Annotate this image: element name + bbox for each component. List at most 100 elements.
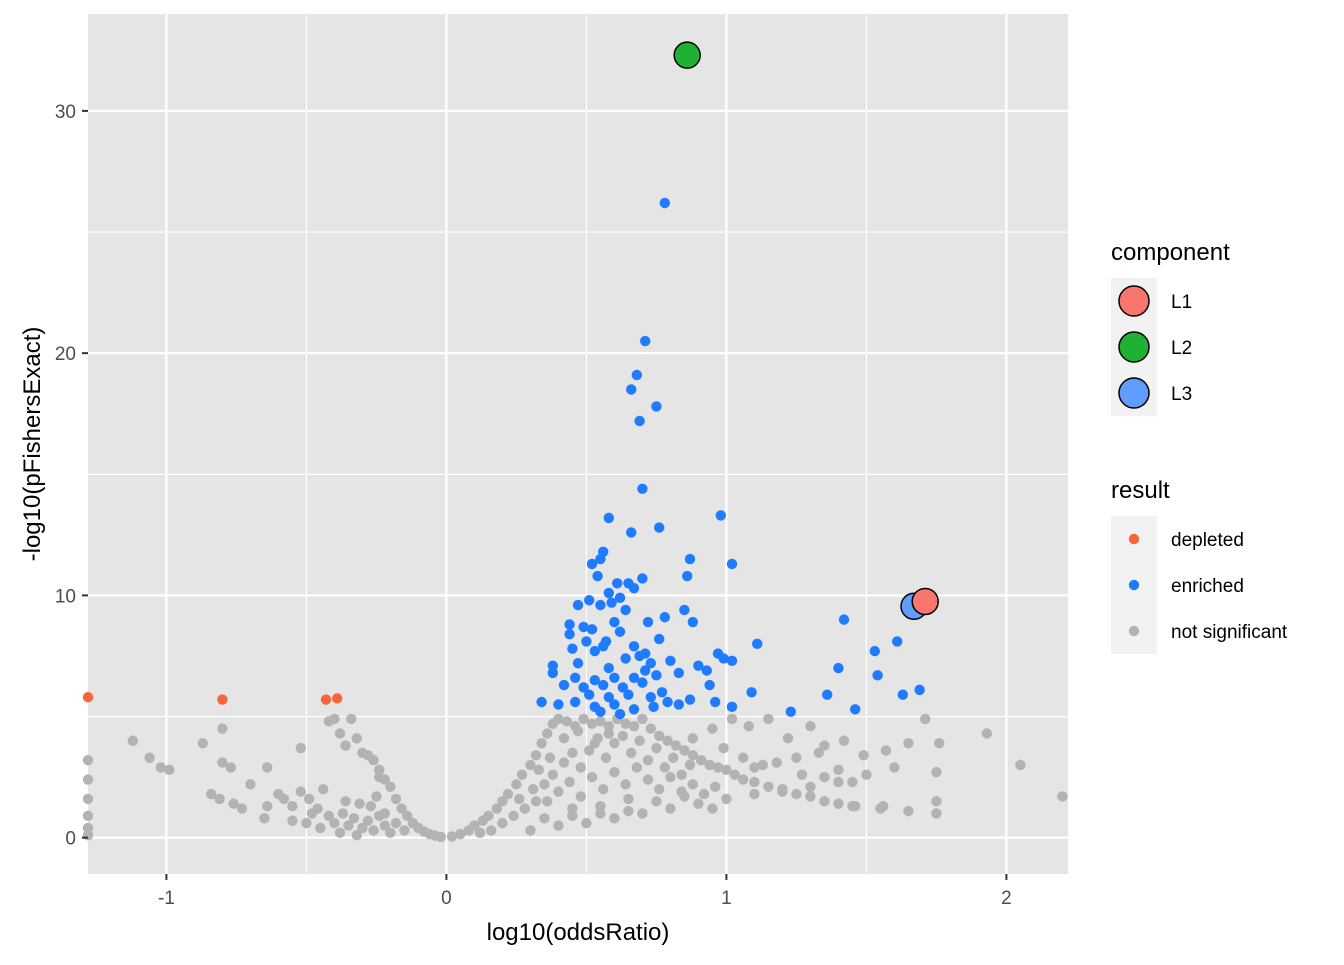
point-component-l2	[673, 41, 701, 69]
point-not-significant	[278, 793, 290, 805]
legend-entry-label: L1	[1171, 292, 1192, 313]
point-not-significant	[306, 808, 318, 819]
point-enriched	[656, 687, 668, 698]
point-not-significant	[337, 808, 348, 819]
point-enriched	[626, 384, 637, 395]
point-enriched	[586, 624, 598, 635]
legend-key-dot	[1128, 533, 1140, 545]
legend-entry-label: depleted	[1171, 530, 1244, 551]
point-not-significant	[455, 828, 466, 840]
x-axis-label: log10(oddsRatio)	[487, 919, 670, 946]
point-enriched	[598, 679, 609, 691]
point-not-significant	[903, 805, 914, 817]
point-enriched	[651, 670, 662, 681]
point-not-significant	[217, 723, 228, 734]
point-not-significant	[572, 725, 584, 737]
point-not-significant	[553, 786, 564, 797]
point-not-significant	[446, 831, 458, 842]
point-not-significant	[351, 733, 362, 744]
point-not-significant	[528, 784, 539, 795]
x-tick-label: 0	[441, 888, 452, 909]
point-not-significant	[687, 750, 698, 761]
point-not-significant	[399, 825, 410, 836]
point-enriched	[897, 689, 908, 700]
point-enriched	[746, 687, 757, 698]
point-not-significant	[483, 810, 494, 822]
point-not-significant	[598, 784, 609, 795]
point-not-significant	[698, 788, 710, 800]
point-not-significant	[301, 817, 312, 829]
point-enriched	[637, 677, 648, 688]
point-not-significant	[934, 737, 945, 749]
point-not-significant	[819, 796, 830, 807]
point-not-significant	[197, 737, 208, 749]
point-enriched	[603, 691, 614, 703]
point-enriched	[785, 706, 796, 717]
point-not-significant	[542, 728, 553, 739]
point-not-significant	[575, 791, 586, 802]
point-not-significant	[729, 769, 740, 780]
point-enriched	[572, 658, 584, 669]
point-not-significant	[385, 781, 396, 792]
point-enriched	[640, 335, 651, 347]
point-not-significant	[586, 718, 598, 730]
point-enriched	[872, 670, 883, 681]
point-not-significant	[651, 796, 662, 807]
point-not-significant	[567, 810, 578, 822]
point-not-significant	[617, 730, 628, 742]
point-enriched	[578, 682, 589, 693]
point-not-significant	[626, 747, 637, 759]
point-not-significant	[368, 825, 379, 836]
point-not-significant	[726, 713, 738, 725]
point-not-significant	[609, 813, 620, 824]
point-enriched	[553, 699, 564, 710]
point-enriched	[564, 619, 575, 630]
point-not-significant	[687, 779, 698, 790]
point-not-significant	[880, 745, 892, 756]
point-not-significant	[474, 827, 486, 839]
point-not-significant	[651, 742, 662, 754]
point-not-significant	[833, 776, 844, 788]
point-enriched	[710, 696, 721, 708]
point-not-significant	[262, 800, 273, 812]
point-depleted	[320, 694, 332, 705]
point-not-significant	[536, 737, 547, 749]
point-not-significant	[511, 779, 522, 790]
point-enriched	[626, 527, 637, 538]
point-enriched	[603, 587, 614, 599]
point-enriched	[589, 674, 600, 686]
point-not-significant	[82, 810, 94, 822]
point-not-significant	[738, 774, 749, 785]
point-not-significant	[819, 740, 830, 751]
point-not-significant	[878, 800, 889, 812]
point-not-significant	[782, 733, 794, 744]
point-not-significant	[315, 822, 326, 834]
data-points	[82, 41, 1068, 843]
y-axis-label: -log10(pFishersExact)	[19, 327, 46, 562]
point-not-significant	[390, 793, 402, 805]
point-enriched	[673, 699, 684, 710]
point-enriched	[631, 369, 642, 381]
point-not-significant	[763, 781, 774, 792]
point-not-significant	[525, 759, 536, 771]
legend-entry-label: L3	[1171, 384, 1192, 405]
point-not-significant	[1015, 759, 1026, 771]
point-not-significant	[539, 779, 550, 790]
point-not-significant	[155, 762, 166, 773]
point-not-significant	[920, 713, 931, 725]
point-not-significant	[670, 740, 682, 751]
point-not-significant	[343, 820, 354, 831]
point-enriched	[645, 691, 656, 703]
point-not-significant	[659, 762, 670, 773]
point-not-significant	[357, 822, 368, 834]
point-not-significant	[371, 791, 382, 802]
point-not-significant	[847, 800, 858, 812]
point-not-significant	[665, 771, 676, 783]
point-not-significant	[805, 721, 816, 732]
point-enriched	[726, 655, 738, 667]
point-enriched	[718, 653, 729, 664]
point-enriched	[648, 701, 659, 713]
point-enriched	[598, 546, 609, 558]
point-not-significant	[340, 796, 351, 807]
point-not-significant	[539, 813, 550, 824]
